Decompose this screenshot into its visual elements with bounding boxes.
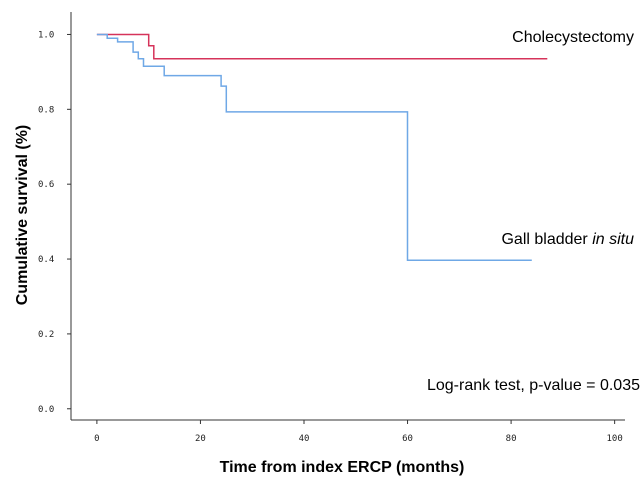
x-tick-label: 40 [299, 434, 310, 444]
x-tick-label: 80 [506, 434, 517, 444]
label-gallbladder-in-situ: Gall bladder in situ [501, 231, 634, 248]
x-tick-label: 20 [195, 434, 206, 444]
x-axis-title: Time from index ERCP (months) [220, 459, 465, 476]
series-group [96, 33, 548, 261]
logrank-annotation: Log-rank test, p-value = 0.035 [427, 377, 640, 394]
y-axis-title: Cumulative survival (%) [14, 125, 31, 306]
y-tick-label: 0.8 [38, 105, 54, 115]
axes: 0.0 0.2 0.4 0.6 0.8 1.0 0 20 40 60 80 100 [38, 12, 625, 444]
label-cholecystectomy: Cholecystectomy [512, 29, 634, 46]
x-tick-label: 0 [94, 434, 99, 444]
y-tick-label: 0.4 [38, 255, 54, 265]
x-tick-label: 100 [607, 434, 623, 444]
label-gallbladder-prefix: Gall bladder [501, 231, 592, 248]
series-line-gallbladder-in-situ [96, 33, 532, 261]
series-line-cholecystectomy [96, 33, 548, 60]
y-tick-label: 0.6 [38, 180, 54, 190]
y-tick-label: 0.2 [38, 330, 54, 340]
x-tick-label: 60 [402, 434, 413, 444]
y-tick-label: 0.0 [38, 405, 54, 415]
y-tick-label: 1.0 [38, 30, 54, 40]
label-gallbladder-italic: in situ [592, 231, 634, 248]
